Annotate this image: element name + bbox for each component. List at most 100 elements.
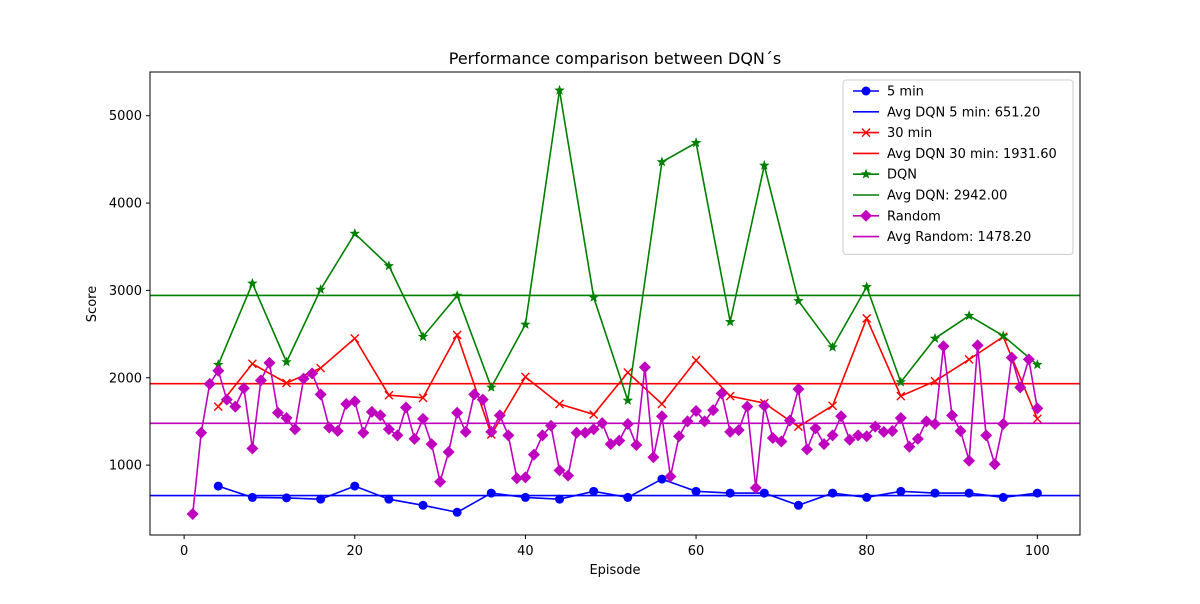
data-point-random [331,425,344,438]
data-point-random [229,400,242,413]
data-point-random [587,423,600,436]
data-point-dqn [1032,359,1043,370]
data-point-random [1022,353,1035,366]
data-point-random [289,423,302,436]
data-point-dqn [417,331,429,342]
data-point-30-min [555,399,565,409]
legend-label: Avg DQN 30 min: 1931.60 [887,147,1057,162]
data-point-random [348,395,361,408]
data-point-30-min [828,401,838,411]
x-tick-label: 0 [180,544,188,559]
data-point-dqn [486,381,497,392]
data-point-random [434,475,447,488]
data-point-random [374,409,387,422]
data-point-random [638,361,651,374]
data-point-5-min [384,494,394,504]
x-tick-label: 20 [346,544,363,559]
data-point-dqn [827,341,838,352]
data-point-5-min [350,481,360,491]
data-point-5-min [589,486,599,496]
data-point-random [664,470,677,483]
data-point-dqn [281,356,292,367]
data-point-random [1014,381,1027,394]
data-point-random [971,339,984,352]
data-point-random [835,410,848,423]
y-tick-label: 1000 [109,459,142,474]
data-point-random [220,393,233,406]
legend-label: Avg DQN: 2942.00 [887,189,1007,204]
data-point-30-min [964,354,974,364]
data-point-random [946,409,959,422]
data-point-random [399,401,412,414]
data-point-random [536,429,549,442]
data-point-random [852,429,865,442]
data-point-random [809,422,822,435]
data-point-random [442,446,455,459]
x-axis-label: Episode [589,563,640,578]
data-point-30-min [384,390,394,400]
legend-box [842,79,1074,255]
data-point-random [613,434,626,447]
y-tick-label: 5000 [109,109,142,124]
data-point-30-min [1032,414,1042,424]
data-point-random [280,411,293,424]
data-point-5-min [418,500,428,510]
data-point-random [254,374,267,387]
data-point-5-min [862,492,872,502]
data-point-dqn [315,284,326,294]
data-point-30-min [350,333,360,343]
data-point-random [690,404,703,417]
data-point-5-min [657,474,667,484]
data-point-5-min [213,481,223,491]
data-point-30-min [657,399,667,409]
data-point-30-min [520,372,530,382]
legend-marker [860,209,872,222]
data-point-random [493,409,506,422]
data-point-dqn [725,316,736,327]
data-point-random [212,364,225,377]
data-point-random [314,388,327,401]
data-point-random [271,406,284,419]
data-point-30-min [623,368,633,378]
data-point-random [323,421,336,434]
data-point-random [954,425,967,438]
legend-label: 5 min [887,85,924,100]
data-point-random [749,481,762,494]
data-point-random [980,429,993,442]
data-point-random [681,415,694,428]
y-tick-label: 3000 [109,284,142,299]
data-point-random [937,340,950,353]
data-point-dqn [520,319,531,329]
data-point-dqn [861,281,872,292]
data-point-random [792,383,805,396]
data-point-random [647,451,660,464]
data-point-random [485,425,498,438]
data-point-random [877,425,890,438]
data-point-random [630,439,643,452]
x-tick-label: 60 [688,544,705,559]
data-point-random [988,458,1001,471]
series-line-30-min [217,316,1039,437]
data-point-5-min [282,493,292,503]
data-point-dqn [690,137,702,148]
data-point-dqn [554,84,565,95]
legend-label: Random [887,209,941,224]
y-tick-label: 4000 [109,197,142,212]
data-point-random [519,471,532,484]
data-point-random [732,424,745,437]
axes: 0 20 40 60 80 100 1000 2000 3000 4000 5000 [109,71,1081,559]
data-point-random [237,382,250,395]
data-point-random [510,472,523,485]
data-point-30-min [418,393,428,403]
data-point-5-min [520,492,530,502]
x-tick-label: 80 [858,544,875,559]
legend-marker [861,86,871,96]
data-point-random [1005,351,1018,364]
data-point-random [741,400,754,413]
data-point-dqn [349,228,360,239]
legend: 5 min Avg DQN 5 min: 651.20 30 min Avg DQN … [842,79,1074,255]
data-point-dqn [895,376,907,387]
data-point-random [263,356,276,369]
data-point-5-min [316,494,326,504]
